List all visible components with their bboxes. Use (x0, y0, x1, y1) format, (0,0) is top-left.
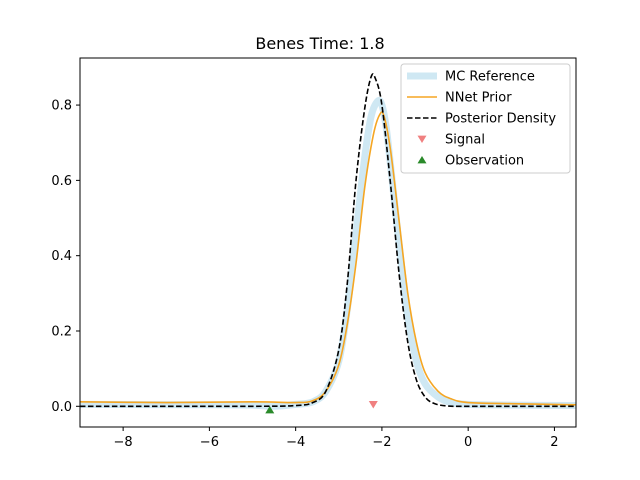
y-tick-label: 0.4 (51, 249, 72, 264)
series-line-posterior-density (80, 73, 576, 408)
legend-box (400, 63, 571, 174)
y-tick-label: 0.0 (51, 400, 72, 415)
legend-label: Observation (445, 154, 524, 169)
x-tick-label: −6 (200, 435, 219, 450)
x-tick-label: −2 (372, 435, 391, 450)
series-line-nnet-prior (80, 111, 576, 406)
legend-label: Posterior Density (445, 112, 556, 127)
legend-swatch (417, 135, 427, 144)
legend: MC Reference NNet Prior Posterior Density S… (400, 63, 571, 174)
series-point-signal (368, 401, 378, 409)
y-tick-label: 0.2 (51, 324, 72, 339)
x-tick-label: 2 (550, 435, 558, 450)
legend-label: NNet Prior (445, 91, 512, 106)
series-layer (80, 73, 576, 414)
legend-label: MC Reference (445, 70, 535, 85)
y-tick-label: 0.8 (51, 99, 72, 114)
y-axis: 0.0 0.2 0.4 0.6 0.8 (51, 99, 80, 415)
x-axis: −8 −6 −4 −2 0 2 (114, 427, 559, 450)
x-tick-label: 0 (464, 435, 472, 450)
axes-frame (79, 57, 577, 428)
plot-area (79, 57, 577, 428)
legend-label: Signal (445, 133, 485, 148)
x-tick-label: −8 (114, 435, 133, 450)
x-tick-label: −4 (286, 435, 305, 450)
y-tick-label: 0.6 (51, 174, 72, 189)
series-line-mc-reference (80, 96, 576, 410)
legend-swatch (417, 155, 427, 164)
chart-title: Benes Time: 1.8 (255, 34, 384, 53)
series-point-observation (265, 406, 275, 414)
